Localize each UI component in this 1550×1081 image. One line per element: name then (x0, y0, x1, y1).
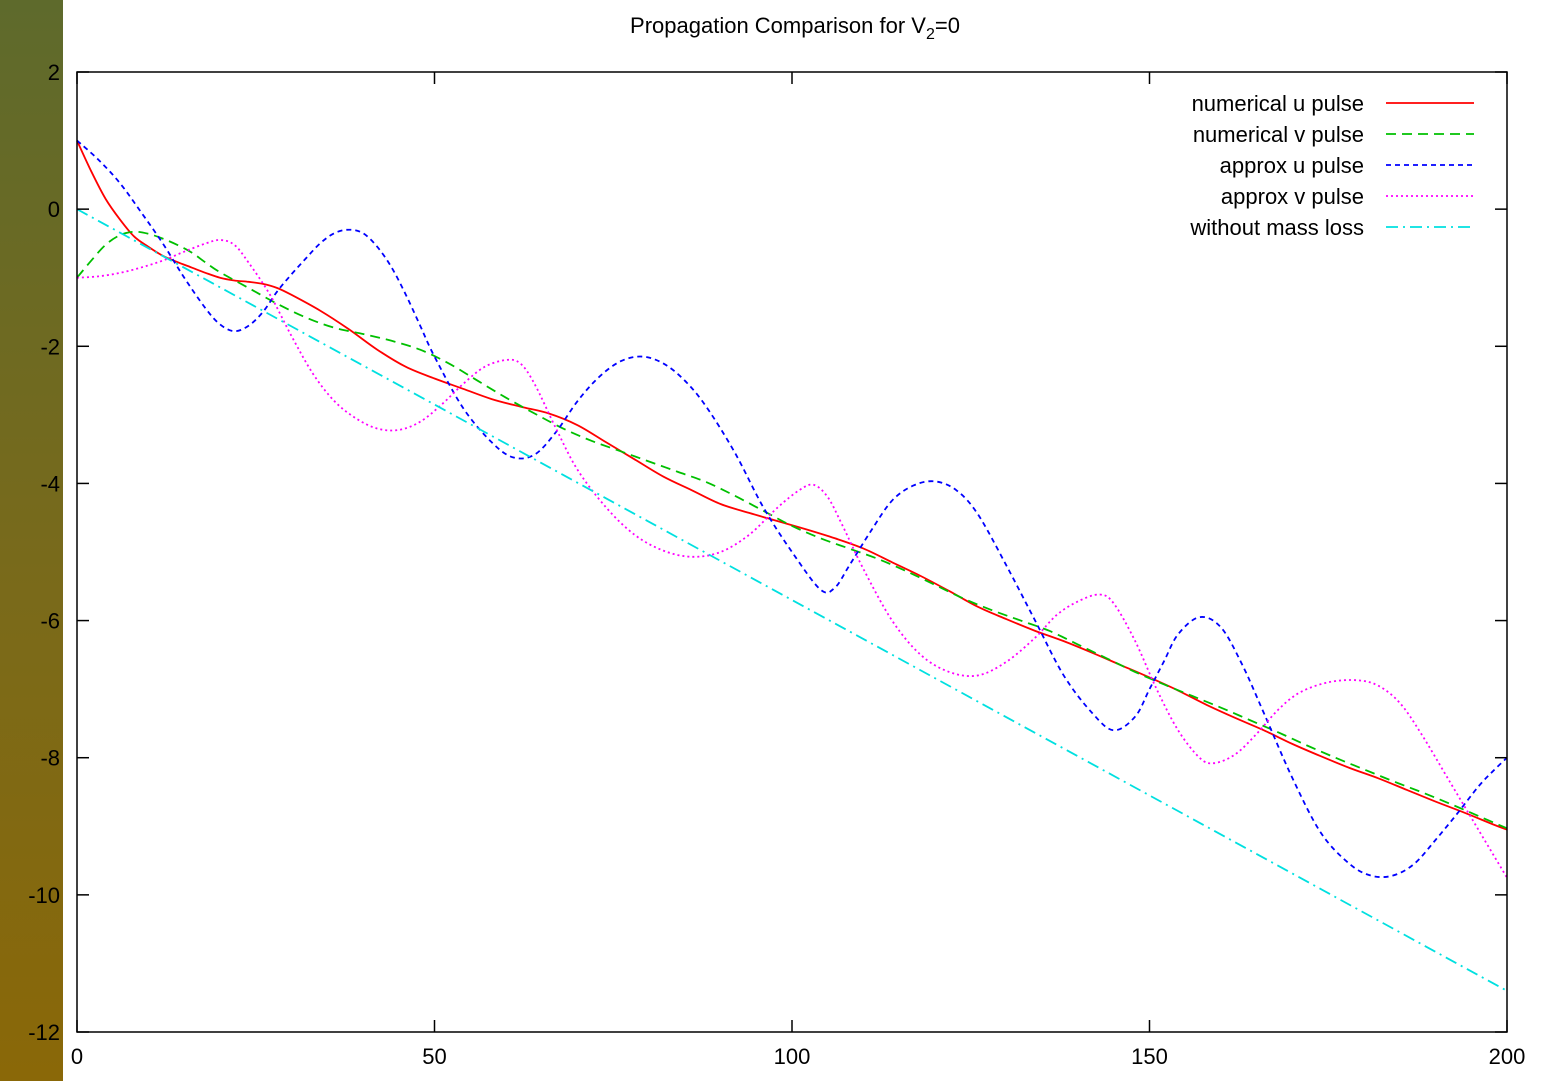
series-line-numerical-u-pulse (76, 140, 1508, 831)
series-line-numerical-v-pulse (76, 230, 1508, 830)
y-tick-label-3: -4 (40, 471, 60, 496)
legend-label-approx-u-pulse: approx u pulse (1220, 153, 1364, 178)
x-tick-label-0: 0 (71, 1044, 83, 1069)
chart-title: Propagation Comparison for V2=0 (630, 13, 960, 43)
series-line-approx-v-pulse (76, 239, 1508, 879)
left-gradient-strip (0, 0, 63, 1081)
x-tick-label-1: 50 (422, 1044, 446, 1069)
legend-label-approx-v-pulse: approx v pulse (1221, 184, 1364, 209)
y-tick-label-1: 0 (48, 197, 60, 222)
legend-label-without-mass-loss: without mass loss (1189, 215, 1364, 240)
y-tick-label-6: -10 (28, 883, 60, 908)
x-tick-label-2: 100 (774, 1044, 811, 1069)
y-tick-label-2: -2 (40, 334, 60, 359)
series-lines (76, 139, 1508, 992)
x-tick-label-3: 150 (1131, 1044, 1168, 1069)
series-line-approx-u-pulse (76, 139, 1508, 879)
axis-ticks: 0 50 100 150 200 2 0 -2 -4 -6 -8 -10 -12 (28, 60, 1525, 1069)
y-tick-label-7: -12 (28, 1020, 60, 1045)
legend: numerical u pulse numerical v pulse approx… (1189, 91, 1474, 240)
y-tick-label-0: 2 (48, 60, 60, 85)
series-line-without-mass-loss (76, 208, 1508, 992)
plot-frame (76, 71, 1508, 1033)
legend-label-numerical-v-pulse: numerical v pulse (1193, 122, 1364, 147)
y-tick-label-4: -6 (40, 609, 60, 634)
y-tick-label-5: -8 (40, 746, 60, 771)
chart-title-subscript: 2 (926, 26, 935, 43)
x-tick-label-4: 200 (1489, 1044, 1526, 1069)
chart-title-suffix: =0 (935, 13, 960, 38)
legend-label-numerical-u-pulse: numerical u pulse (1192, 91, 1364, 116)
